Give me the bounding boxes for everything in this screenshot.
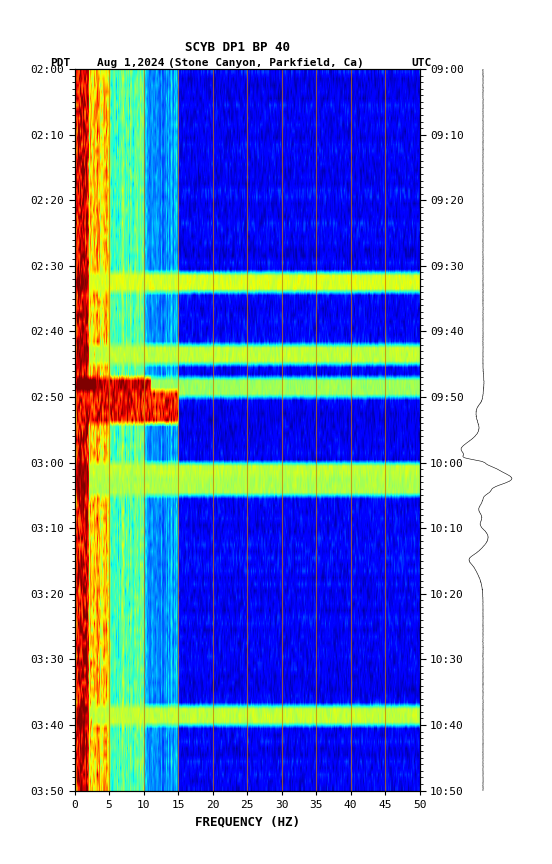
Text: (Stone Canyon, Parkfield, Ca): (Stone Canyon, Parkfield, Ca) [168,58,364,68]
Text: UTC: UTC [411,58,432,68]
Text: PDT: PDT [50,58,70,68]
Text: SCYB DP1 BP 40: SCYB DP1 BP 40 [185,41,290,54]
Text: Aug 1,2024: Aug 1,2024 [97,58,164,68]
X-axis label: FREQUENCY (HZ): FREQUENCY (HZ) [194,815,300,828]
